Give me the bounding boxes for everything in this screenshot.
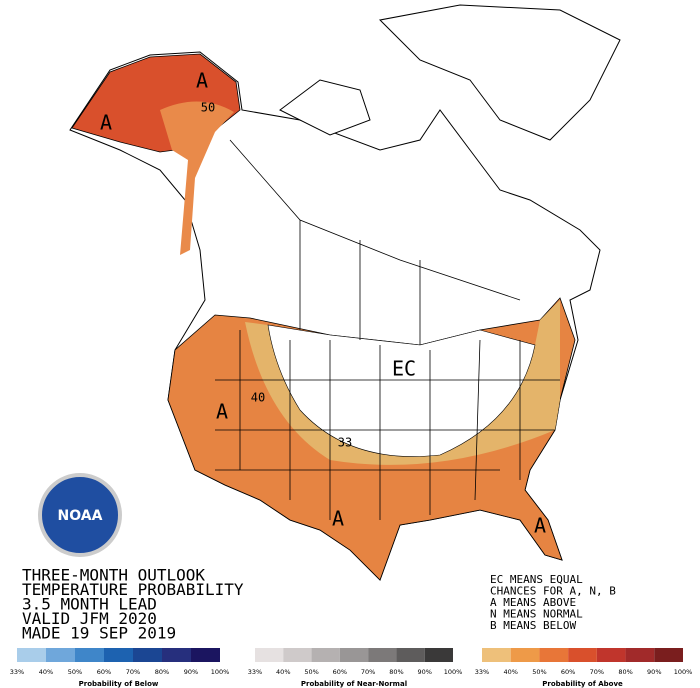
arctic-islands xyxy=(279,79,371,136)
scale-tick-label: 33% xyxy=(475,668,489,676)
map-label: EC xyxy=(392,357,416,381)
color-swatch xyxy=(568,648,597,662)
scale-tick-label: 50% xyxy=(532,668,546,676)
scale-tick-label: 80% xyxy=(618,668,632,676)
legend-note: CHANCES FOR A, N, B xyxy=(490,585,616,598)
scale-tick-label: 80% xyxy=(155,668,169,676)
scale-tick-label: 70% xyxy=(126,668,140,676)
map-label: A xyxy=(100,111,112,135)
color-swatch xyxy=(510,648,540,662)
scale-tick-label: 100% xyxy=(444,668,463,676)
color-swatch xyxy=(17,648,46,662)
title-line: 3.5 MONTH LEAD xyxy=(22,595,157,614)
scale-tick-label: 100% xyxy=(211,668,230,676)
scale-title: Probability of Near-Normal xyxy=(301,680,407,688)
color-swatch xyxy=(339,648,369,662)
scale-tick-label: 60% xyxy=(561,668,575,676)
color-swatch xyxy=(396,648,425,662)
color-swatch xyxy=(133,648,162,662)
greenland xyxy=(378,4,621,141)
scale-tick-label: 50% xyxy=(304,668,318,676)
scale-tick-label: 40% xyxy=(503,668,517,676)
scale-tick-label: 33% xyxy=(248,668,262,676)
color-swatch xyxy=(654,648,683,662)
legend-note: N MEANS NORMAL xyxy=(490,608,583,621)
above-40-region xyxy=(160,101,234,255)
color-swatch xyxy=(46,648,75,662)
legend-note: EC MEANS EQUAL xyxy=(490,573,583,586)
map-label: 40 xyxy=(251,391,265,405)
scale-tick-label: 60% xyxy=(97,668,111,676)
color-swatch xyxy=(283,648,312,662)
scale-tick-label: 90% xyxy=(417,668,431,676)
scale-tick-label: 50% xyxy=(68,668,82,676)
color-swatch xyxy=(625,648,655,662)
scale-tick-label: 70% xyxy=(361,668,375,676)
color-swatch xyxy=(255,648,284,662)
state-borders xyxy=(215,139,560,520)
color-swatch xyxy=(75,648,104,662)
scale-tick-label: 33% xyxy=(10,668,24,676)
logo-text: NOAA xyxy=(58,508,103,524)
scale-tick-label: 90% xyxy=(184,668,198,676)
title-line: MADE 19 SEP 2019 xyxy=(22,624,176,643)
scale-tick-label: 60% xyxy=(333,668,347,676)
color-swatch xyxy=(482,648,511,662)
map-label: 33 xyxy=(338,436,352,450)
scale-tick-label: 40% xyxy=(276,668,290,676)
scale-tick-label: 70% xyxy=(590,668,604,676)
scale-tick-label: 90% xyxy=(647,668,661,676)
color-swatch xyxy=(368,648,397,662)
legend-note: A MEANS ABOVE xyxy=(490,596,576,609)
title-line: VALID JFM 2020 xyxy=(22,609,157,628)
scale-tick-label: 40% xyxy=(39,668,53,676)
scale-tick-label: 100% xyxy=(674,668,693,676)
scale-tick-label: 80% xyxy=(389,668,403,676)
color-swatch xyxy=(539,648,569,662)
scale-title: Probability of Below xyxy=(79,680,159,688)
ec-region xyxy=(267,324,536,457)
color-swatch xyxy=(162,648,191,662)
scale-title: Probability of Above xyxy=(542,680,623,688)
map-label: A xyxy=(196,69,208,93)
color-swatch xyxy=(191,648,220,662)
map-label: A xyxy=(216,400,228,424)
noaa-logo xyxy=(38,473,122,557)
map-label: A xyxy=(332,507,344,531)
color-swatch xyxy=(424,648,453,662)
overlay: A 50 A EC A 40 33 A A THREE-MONTH OUTLOOKTEMPERAT… xyxy=(10,69,693,688)
color-swatch xyxy=(596,648,626,662)
title-line: TEMPERATURE PROBABILITY xyxy=(22,580,244,599)
title-line: THREE-MONTH OUTLOOK xyxy=(22,566,205,585)
color-swatch xyxy=(311,648,340,662)
color-swatch xyxy=(104,648,133,662)
legend-note: B MEANS BELOW xyxy=(490,619,576,632)
map-label: 50 xyxy=(201,101,215,115)
map-label: A xyxy=(534,514,546,538)
